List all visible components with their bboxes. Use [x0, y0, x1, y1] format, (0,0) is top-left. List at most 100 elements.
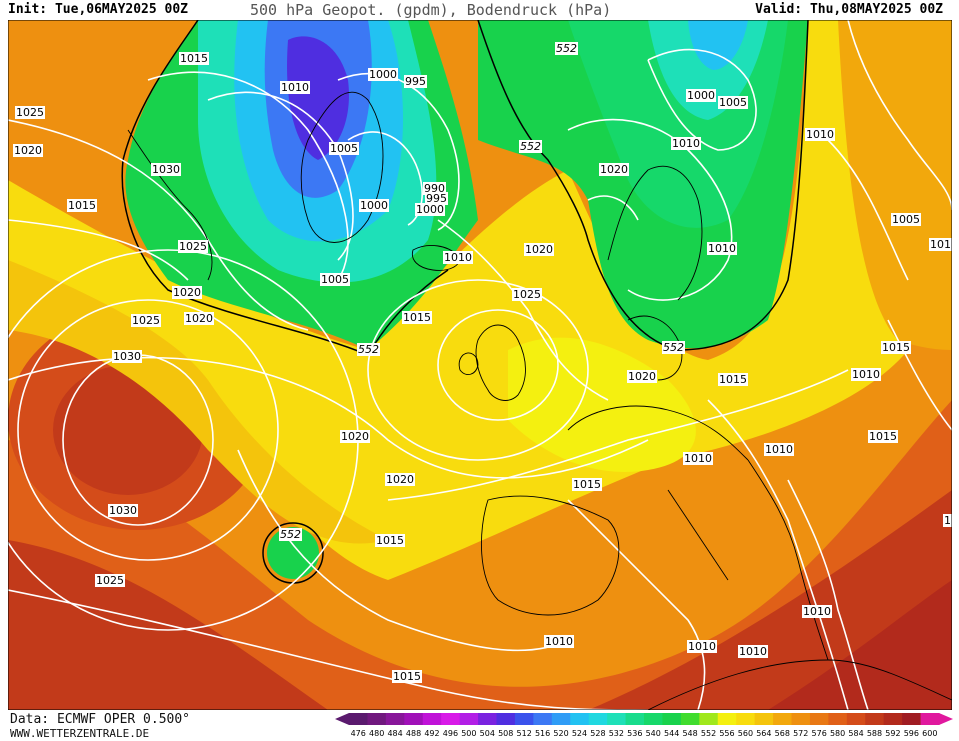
isobar-label: 1005 [892, 213, 920, 226]
colorbar-swatch [367, 713, 387, 725]
chart-title: 500 hPa Geopot. (gpdm), Bodendruck (hPa) [250, 1, 612, 19]
field-band-588 [768, 580, 952, 710]
colorbar-swatch [514, 713, 534, 725]
isobar-label: 1015 [376, 534, 404, 547]
geopotential-label: 552 [663, 341, 684, 354]
isobar-label: 1030 [109, 504, 137, 517]
field-trough-east-4 [688, 20, 748, 70]
label-background [686, 89, 716, 102]
isobar-label: 1030 [152, 163, 180, 176]
valid-time-label: Valid: Thu,08MAY2025 00Z [755, 2, 943, 17]
label-background [707, 242, 737, 255]
colorbar-tick-label: 484 [387, 729, 402, 738]
colorbar-arrow-left [335, 713, 349, 725]
colorbar-swatch [699, 713, 719, 725]
label-background [544, 635, 574, 648]
label-background [881, 341, 911, 354]
label-background [368, 68, 398, 81]
isobar-label: 1000 [360, 199, 388, 212]
label-background [184, 312, 214, 325]
colorbar-swatch [385, 713, 405, 725]
label-background [443, 251, 473, 264]
colorbar-tick-label: 548 [682, 729, 697, 738]
colorbar-swatch [588, 713, 608, 725]
label-background [112, 350, 142, 363]
isobar-label: 1015 [403, 311, 431, 324]
colorbar-swatch [422, 713, 442, 725]
isobar-label: 1025 [132, 314, 160, 327]
colorbar-tick-label: 564 [756, 729, 771, 738]
label-background [280, 81, 310, 94]
colorbar-swatch [754, 713, 774, 725]
isobar-label: 1000 [369, 68, 397, 81]
label-background [95, 574, 125, 587]
label-background [151, 163, 181, 176]
label-background [415, 203, 445, 216]
label-background [13, 144, 43, 157]
colorbar-tick-label: 536 [627, 729, 642, 738]
label-background [15, 106, 45, 119]
colorbar-tick-label: 576 [812, 729, 827, 738]
colorbar-swatch [791, 713, 811, 725]
isobar-label: 1000 [687, 89, 715, 102]
label-background [519, 140, 542, 153]
colorbar-tick-label: 568 [775, 729, 790, 738]
geopotential-label: 552 [358, 343, 379, 356]
colorbar-swatch [551, 713, 571, 725]
colorbar-swatch [625, 713, 645, 725]
colorbar-tick-label: 496 [443, 729, 458, 738]
isobar-label: 1010 [672, 137, 700, 150]
label-background [572, 478, 602, 491]
colorbar-tick-label: 528 [590, 729, 605, 738]
isobar-label: 1005 [321, 273, 349, 286]
label-background [423, 182, 446, 195]
colorbar-tick-label: 592 [885, 729, 900, 738]
isobar-label: 1010 [765, 443, 793, 456]
isobar-label: 1020 [173, 286, 201, 299]
isobar-labels: 1015 1010 1025 1020 1030 1015 1025 1020 … [13, 52, 952, 683]
colorbar-tick-label: 588 [867, 729, 882, 738]
colorbar-tick-label: 552 [701, 729, 716, 738]
colorbar-swatch [533, 713, 553, 725]
weather-map: 552 552 552 552 552 1015 1010 1025 1020 … [8, 20, 952, 710]
isobar-label: 1020 [600, 163, 628, 176]
init-time-label: Init: Tue,06MAY2025 00Z [8, 2, 189, 17]
label-background [891, 213, 921, 226]
geopotential-label: 552 [556, 42, 577, 55]
label-background [687, 640, 717, 653]
colorbar-swatch [644, 713, 663, 725]
label-background [805, 128, 835, 141]
colorbar-swatch [570, 713, 590, 725]
isobar-label: 1010 [803, 605, 831, 618]
isobar-label: 1015 [869, 430, 897, 443]
isobar-label: 1020 [14, 144, 42, 157]
colorbar-tick-label: 596 [904, 729, 919, 738]
colorbar-swatch [902, 713, 922, 725]
colorbar-swatch [773, 713, 792, 725]
isobar-label: 1010 [806, 128, 834, 141]
label-background [851, 368, 881, 381]
isobar-label: 995 [426, 192, 447, 205]
isobar-label: 1005 [330, 142, 358, 155]
colorbar-tick-label: 488 [406, 729, 421, 738]
isobar-label: 1010 [281, 81, 309, 94]
isobar-label: 1015 [393, 670, 421, 683]
label-background [662, 341, 685, 354]
label-background [402, 311, 432, 324]
isobar-label: 1010 [739, 645, 767, 658]
isobar-label: 1 [944, 514, 951, 527]
label-background [329, 142, 359, 155]
label-background [599, 163, 629, 176]
label-background [764, 443, 794, 456]
colorbar-tick-label: 560 [738, 729, 753, 738]
isobar-label: 1015 [180, 52, 208, 65]
label-background [868, 430, 898, 443]
isobar-label: 101 [930, 238, 951, 251]
label-background [683, 452, 713, 465]
colorbar-tick-label: 512 [517, 729, 532, 738]
isobar-label: 1010 [545, 635, 573, 648]
label-background [404, 75, 427, 88]
isobar-label: 1010 [688, 640, 716, 653]
colorbar-tick-label: 492 [424, 729, 439, 738]
isobar-label: 1020 [525, 243, 553, 256]
